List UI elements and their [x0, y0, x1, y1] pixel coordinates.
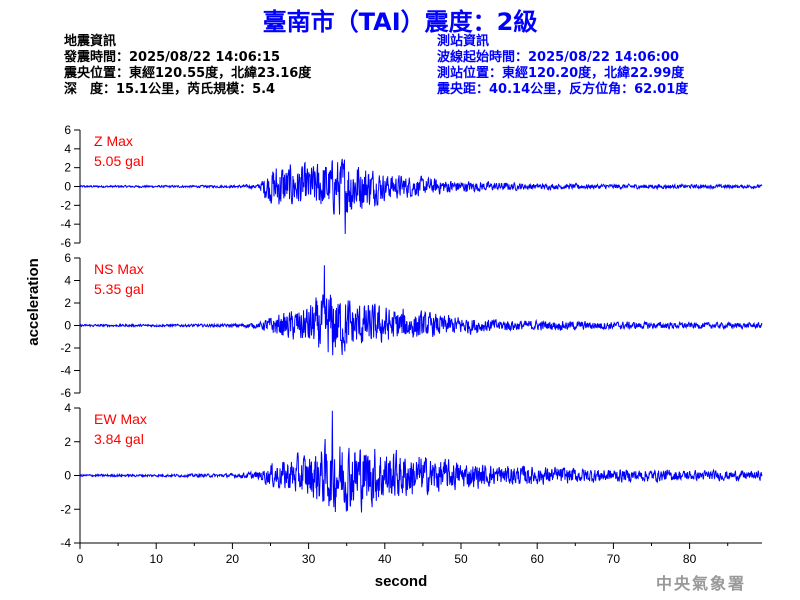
agency-watermark: 中央氣象署	[656, 574, 747, 593]
y-tick-label: -2	[60, 502, 71, 516]
y-tick-label: -4	[60, 364, 71, 378]
y-tick-label: -6	[60, 236, 71, 250]
origin-time: 發震時間：2025/08/22 14:06:15	[64, 50, 281, 65]
y-tick-label: 4	[64, 142, 71, 156]
y-tick-label: 0	[64, 319, 71, 333]
y-tick-label: 4	[64, 274, 71, 288]
y-tick-label: 2	[64, 296, 71, 310]
max-label: Z Max	[94, 133, 133, 149]
max-value: 5.35 gal	[94, 281, 144, 297]
x-axis-label: second	[375, 573, 428, 590]
page-title: 臺南市（TAI）震度：2級	[262, 8, 538, 36]
max-label: NS Max	[94, 261, 144, 277]
x-tick-label: 40	[378, 552, 392, 566]
x-tick-label: 30	[302, 552, 316, 566]
y-tick-label: 2	[64, 435, 71, 449]
waveform-trace	[79, 158, 763, 235]
y-tick-label: 6	[64, 123, 71, 137]
depth-magnitude: 深 度：15.1公里，芮氏規模：5.4	[64, 82, 276, 97]
x-tick-label: 10	[150, 552, 164, 566]
y-tick-label: 2	[64, 161, 71, 175]
station-info: 測站資訊 波線起始時間：2025/08/22 14:06:00 測站位置：東經1…	[437, 34, 688, 98]
x-tick-label: 80	[683, 552, 697, 566]
earthquake-info-title: 地震資訊	[64, 34, 117, 49]
y-tick-label: 0	[64, 180, 71, 194]
y-axis-label: acceleration	[25, 258, 42, 346]
x-tick-label: 50	[454, 552, 468, 566]
waveform-trace	[79, 265, 763, 356]
y-tick-label: -2	[60, 198, 71, 212]
station-location: 測站位置：東經120.20度，北緯22.99度	[437, 66, 685, 81]
panel-ew: 4 2 0 -2 -4 EW Max 3.84 gal	[60, 401, 763, 550]
epicentral-distance: 震央距：40.14公里，反方位角：62.01度	[437, 82, 689, 97]
waveform-trace	[79, 410, 763, 513]
earthquake-info: 地震資訊 發震時間：2025/08/22 14:06:15 震央位置：東經120…	[64, 34, 311, 98]
panel-ns: 6 4 2 0 -2 -4 -6 NS Max 5.35 gal	[60, 251, 763, 400]
wave-start-time: 波線起始時間：2025/08/22 14:06:00	[437, 50, 680, 65]
y-tick-label: 4	[64, 401, 71, 415]
y-tick-label: 6	[64, 251, 71, 265]
x-tick-label: 60	[531, 552, 545, 566]
y-tick-label: -2	[60, 341, 71, 355]
y-tick-label: -4	[60, 536, 71, 550]
station-info-title: 測站資訊	[437, 34, 490, 49]
max-value: 5.05 gal	[94, 153, 144, 169]
y-tick-label: 0	[64, 469, 71, 483]
y-tick-label: -4	[60, 217, 71, 231]
x-tick-label: 20	[226, 552, 240, 566]
max-value: 3.84 gal	[94, 431, 144, 447]
x-tick-label: 70	[607, 552, 621, 566]
max-label: EW Max	[94, 411, 147, 427]
epicenter-location: 震央位置：東經120.55度，北緯23.16度	[64, 66, 312, 81]
y-tick-label: -6	[60, 386, 71, 400]
panel-z: 6 4 2 0 -2 -4 -6 Z Max 5.05 gal	[60, 123, 763, 250]
x-tick-label: 0	[77, 552, 84, 566]
x-axis-group: 0 10 20 30 40 50 60 70 80 second	[77, 542, 762, 590]
